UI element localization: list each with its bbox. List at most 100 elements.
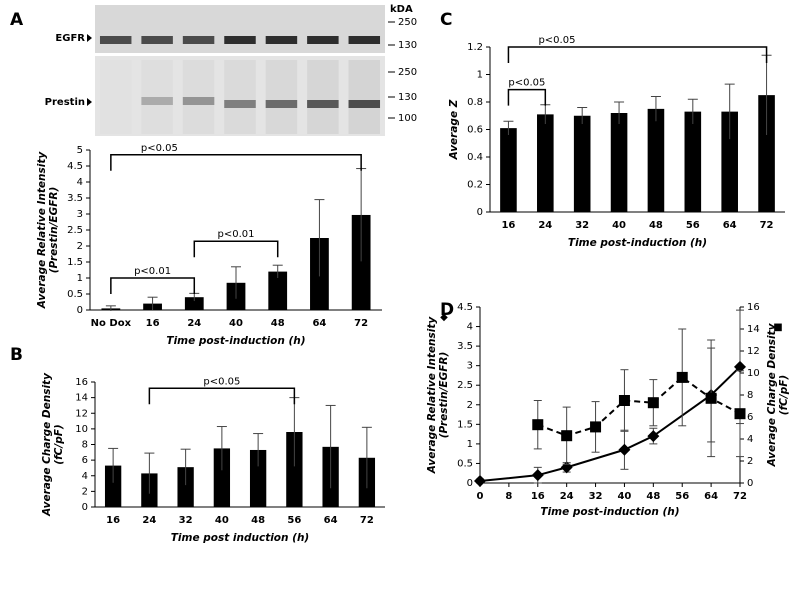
blot-kda: kDA (390, 4, 413, 15)
marker (474, 475, 486, 488)
bar (184, 297, 204, 310)
axis-title: Average Relative Intensity (426, 316, 438, 475)
panel-label: C (440, 10, 452, 30)
error-bar (650, 96, 661, 122)
error-bar (144, 452, 155, 494)
axis-title: Time post-induction (h) (166, 335, 305, 347)
x-tick-label: 40 (617, 491, 631, 502)
y2-tick-label: 16 (747, 302, 760, 313)
blot-arrow (87, 98, 92, 106)
blot-smear (99, 60, 132, 134)
y-tick-label: 0.4 (467, 152, 483, 163)
y2-tick-label: 0 (747, 478, 753, 489)
y2-tick-label: 14 (747, 324, 760, 335)
error-bar (180, 448, 191, 486)
blot-arrow (87, 34, 92, 42)
blot-row-name: EGFR (55, 33, 85, 44)
bar (721, 111, 738, 212)
bar (177, 467, 194, 507)
bar (684, 111, 702, 212)
axis-title: (Prestin/EGFR) (48, 187, 60, 274)
x-tick-label: 48 (251, 515, 265, 526)
axis-title: (fC/pF) (778, 375, 790, 415)
y-tick-label: 8 (82, 440, 88, 451)
y-tick-label: 3 (467, 361, 473, 372)
axis-title: Time post-induction (h) (540, 506, 679, 518)
x-tick-label: 16 (146, 318, 160, 329)
y-tick-label: 4.5 (457, 302, 473, 313)
blot-band (141, 97, 173, 105)
error-bar (147, 296, 158, 310)
y-tick-label: 0 (82, 502, 88, 513)
blot-band (224, 100, 256, 108)
axis-marker: ◆ (440, 312, 448, 323)
blot-row-name: Prestin (45, 97, 85, 108)
blot-smear (348, 60, 381, 134)
y-tick-label: 0 (467, 478, 473, 489)
error-bar (687, 98, 698, 124)
y-tick-label: 4 (467, 322, 473, 333)
y-tick-label: 2.5 (67, 225, 83, 236)
x-tick-label: 0 (477, 491, 484, 502)
bar (249, 449, 267, 507)
axis-title: (fC/pF) (53, 424, 65, 464)
y-tick-label: 1 (467, 439, 473, 450)
y-tick-label: 4 (77, 177, 83, 188)
y-tick-label: 4 (82, 471, 88, 482)
marker (705, 392, 717, 404)
error-bar (272, 264, 283, 278)
blot-band (348, 36, 381, 44)
x-tick-label: 56 (686, 220, 700, 231)
x-tick-label: 64 (312, 318, 326, 329)
y-tick-label: 14 (75, 393, 88, 404)
error-bar (231, 266, 241, 299)
y-tick-label: 2 (467, 400, 473, 411)
y-tick-label: 0.8 (467, 97, 483, 108)
blot-smear (182, 60, 215, 134)
y2-tick-label: 10 (747, 368, 760, 379)
bar (500, 128, 517, 212)
marker (590, 421, 602, 433)
panel-label: B (10, 345, 23, 365)
marker (734, 360, 746, 373)
blot-band (265, 100, 298, 108)
blot-marker-label: 250 (398, 17, 417, 28)
panel-label: A (10, 10, 24, 30)
significance-label: p<0.01 (218, 229, 255, 240)
y-tick-label: 2 (82, 486, 88, 497)
x-tick-label: 72 (360, 515, 374, 526)
axis-title: (Prestin/EGFR) (438, 352, 450, 439)
y-tick-label: 0.5 (457, 458, 473, 469)
error-bar (361, 426, 372, 489)
marker (734, 408, 746, 420)
axis-title: Average Charge Density (41, 372, 53, 517)
y2-tick-label: 8 (747, 390, 753, 401)
axis-title: Average Charge Density (766, 322, 778, 467)
x-tick-label: No Dox (91, 318, 132, 329)
y-tick-label: 4.5 (67, 161, 83, 172)
y-tick-label: 5 (77, 145, 83, 156)
y-tick-label: 3.5 (67, 193, 83, 204)
x-tick-label: 48 (649, 220, 663, 231)
blot-strip (95, 56, 385, 136)
axis-title: Time post-induction (h) (568, 237, 707, 249)
significance-label: p<0.01 (134, 266, 171, 277)
x-tick-label: 24 (560, 491, 574, 502)
error-bar (216, 426, 227, 471)
x-tick-label: 24 (538, 220, 552, 231)
error-bar (108, 447, 119, 483)
axis-title: Time post induction (h) (171, 532, 309, 544)
x-tick-label: 40 (215, 515, 229, 526)
x-tick-label: 72 (354, 318, 368, 329)
x-tick-label: 16 (501, 220, 515, 231)
blot-band (265, 36, 298, 44)
bar (537, 114, 554, 212)
axis-title: Average Relative Intensity (36, 151, 48, 310)
significance-label: p<0.05 (203, 376, 240, 387)
blot-marker-label: 100 (398, 113, 417, 124)
bar (573, 115, 591, 212)
y-tick-label: 0.2 (467, 180, 483, 191)
marker (676, 371, 688, 383)
x-tick-label: 40 (229, 318, 243, 329)
